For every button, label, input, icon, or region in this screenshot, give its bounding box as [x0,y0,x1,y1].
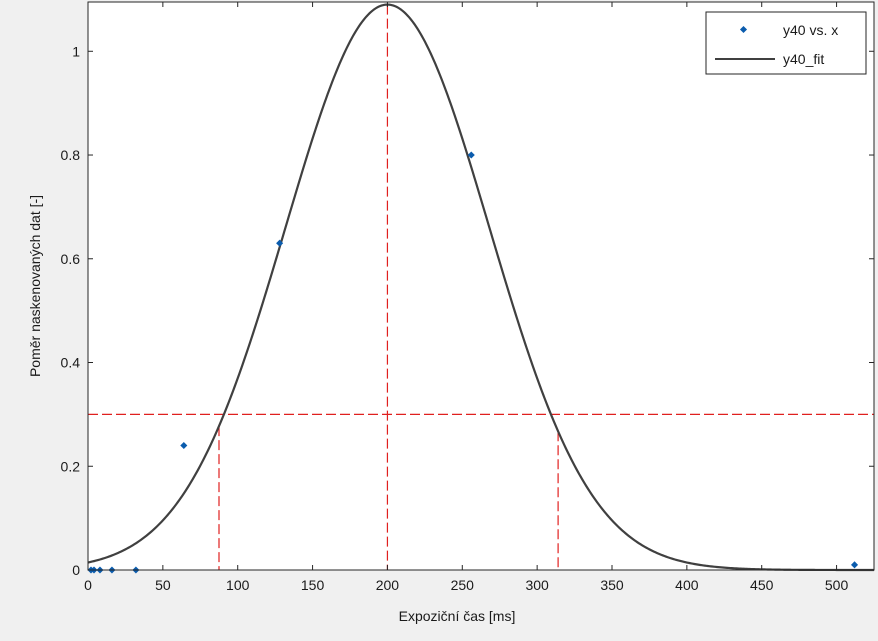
legend-label-fit: y40_fit [783,51,824,67]
y-tick-label: 0.8 [61,147,81,163]
axis-ticks [87,2,874,571]
data-points [87,151,859,574]
y-tick-label: 0.2 [61,458,81,474]
x-tick-label: 150 [301,577,325,593]
x-axis-label: Expoziční čas [ms] [399,608,516,624]
x-tick-label: 300 [525,577,549,593]
x-tick-label: 450 [750,577,774,593]
plot-background [88,2,874,570]
fit-curve-layer [87,3,874,572]
x-tick-label: 250 [451,577,475,593]
x-tick-label: 350 [600,577,624,593]
x-tick-label: 200 [376,577,400,593]
fit-curve [87,3,874,572]
legend-box [705,11,867,75]
x-tick-label: 100 [226,577,250,593]
legend-label-scatter: y40 vs. x [783,22,838,38]
legend: y40 vs. x y40_fit [705,11,867,75]
y-tick-labels: 0 0.2 0.4 0.6 0.8 1 [61,43,81,578]
y-axis-label: Poměr naskenovaných dat [-] [27,195,43,377]
y-tick-label: 0 [72,562,80,578]
data-point [467,151,475,159]
y-tick-label: 1 [72,43,80,59]
data-point [276,239,284,247]
data-point [851,561,859,569]
data-point [180,441,188,450]
y-tick-label: 0.4 [61,355,81,371]
x-tick-label: 0 [84,577,92,593]
x-tick-label: 500 [825,577,849,593]
y-tick-label: 0.6 [61,251,81,267]
threshold-lines [88,4,874,570]
x-tick-label: 400 [675,577,699,593]
x-tick-labels: 0 50 100 150 200 250 300 350 400 450 500 [84,577,848,593]
legend-marker-scatter [739,25,748,34]
plot-frame [87,1,875,571]
x-tick-label: 50 [155,577,171,593]
